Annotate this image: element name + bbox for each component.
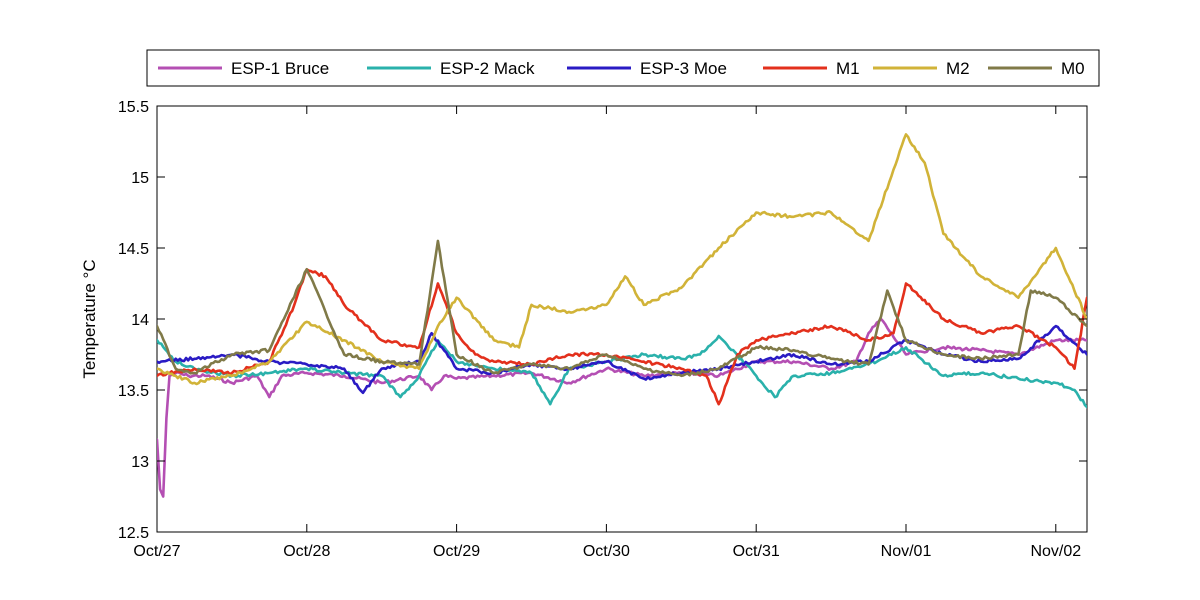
x-tick-label: Oct/27 bbox=[133, 543, 180, 560]
y-tick-label: 15.5 bbox=[118, 99, 149, 116]
legend-label: ESP-1 Bruce bbox=[231, 59, 329, 78]
series-line-5 bbox=[157, 133, 1087, 386]
x-tick-label: Oct/29 bbox=[433, 543, 480, 560]
legend: ESP-1 Bruce ESP-2 Mack ESP-3 Moe M1 M2 M0 bbox=[146, 49, 1100, 87]
y-tick-label: 12.5 bbox=[118, 525, 149, 542]
y-axis-label: Temperature °C bbox=[80, 259, 99, 378]
x-axis: Oct/27 Oct/28 Oct/29 Oct/30 Oct/31 Nov/01 Nov/… bbox=[133, 106, 1081, 560]
x-tick-label: Nov/02 bbox=[1030, 543, 1081, 560]
y-axis: 12.5 13 13.5 14 14.5 15 15.5 bbox=[118, 99, 1087, 542]
legend-label: M1 bbox=[836, 59, 860, 78]
x-tick-label: Oct/31 bbox=[733, 543, 780, 560]
legend-label: ESP-2 Mack bbox=[440, 59, 535, 78]
y-tick-label: 15 bbox=[131, 170, 149, 187]
plot-area: Oct/27 Oct/28 Oct/29 Oct/30 Oct/31 Nov/01 Nov/… bbox=[118, 99, 1088, 560]
x-tick-label: Oct/28 bbox=[283, 543, 330, 560]
y-tick-label: 14.5 bbox=[118, 241, 149, 258]
legend-label: M0 bbox=[1061, 59, 1085, 78]
series-line-4 bbox=[157, 268, 1087, 406]
legend-label: M2 bbox=[946, 59, 970, 78]
y-tick-label: 13.5 bbox=[118, 383, 149, 400]
y-tick-label: 13 bbox=[131, 454, 149, 471]
x-tick-label: Nov/01 bbox=[881, 543, 932, 560]
x-tick-label: Oct/30 bbox=[583, 543, 630, 560]
y-tick-label: 14 bbox=[131, 312, 149, 329]
series-line-6 bbox=[157, 239, 1087, 378]
legend-label: ESP-3 Moe bbox=[640, 59, 727, 78]
